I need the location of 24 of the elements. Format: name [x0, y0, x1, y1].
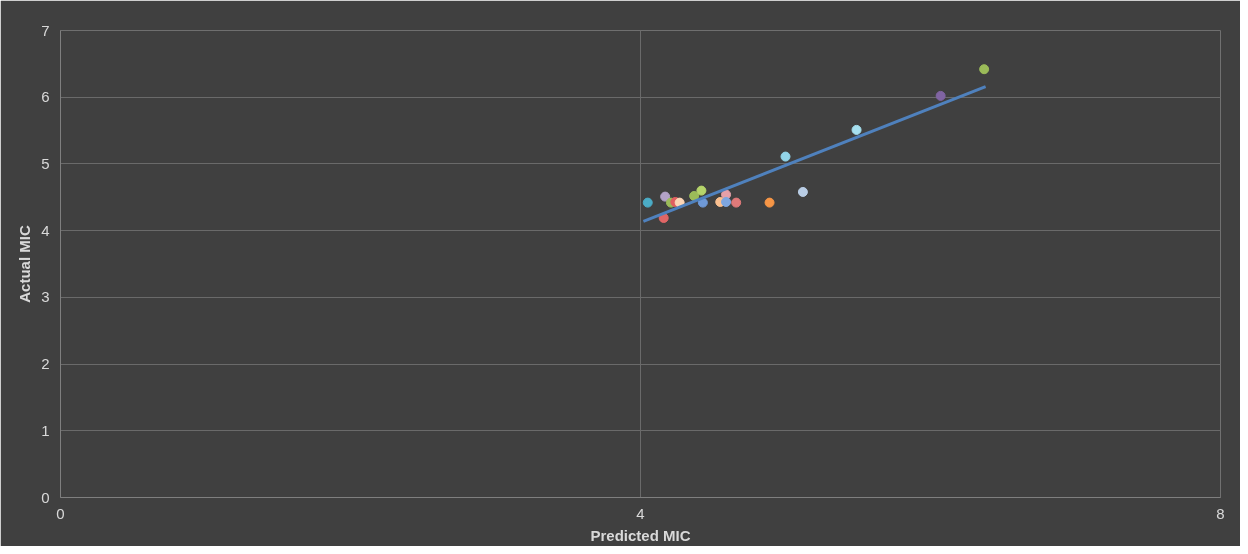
y-tick-label: 1: [41, 421, 50, 439]
y-tick-label: 2: [41, 355, 50, 373]
y-tick-label: 6: [41, 88, 50, 106]
y-tick-label: 4: [41, 221, 50, 239]
point: [721, 196, 732, 207]
point: [979, 64, 990, 75]
x-tick-label: 8: [1216, 504, 1225, 522]
y-tick-label: 5: [41, 154, 50, 172]
point: [797, 186, 808, 197]
y-tick-label: 0: [41, 488, 50, 506]
y-axis-title: Actual MIC: [16, 225, 34, 303]
y-tick-label: 7: [41, 21, 50, 39]
x-axis-title: Predicted MIC: [590, 526, 691, 544]
x-tick-label: 0: [56, 504, 65, 522]
point: [935, 90, 946, 101]
point: [731, 197, 742, 208]
point: [851, 124, 862, 135]
point: [764, 197, 775, 208]
y-tick-label: 3: [41, 288, 50, 306]
point: [780, 151, 791, 162]
x-tick-label: 4: [636, 504, 645, 522]
point: [660, 191, 671, 202]
point: [642, 197, 653, 208]
point: [696, 185, 707, 196]
